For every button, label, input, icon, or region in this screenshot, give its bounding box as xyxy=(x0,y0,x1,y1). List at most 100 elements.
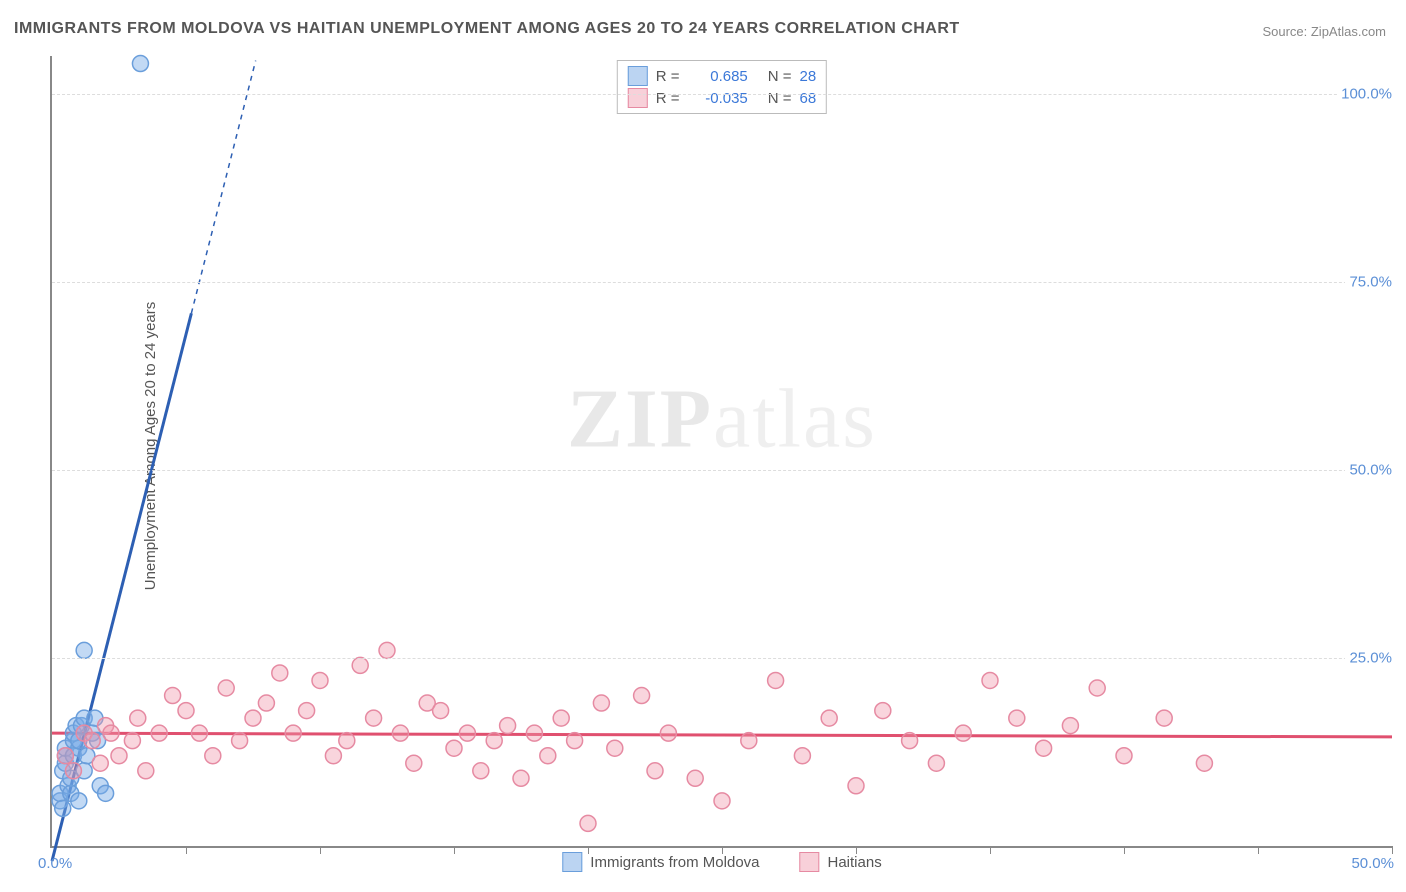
x-tick xyxy=(856,846,857,854)
data-point xyxy=(714,793,730,809)
data-point xyxy=(1196,755,1212,771)
chart-svg xyxy=(52,56,1392,846)
data-point xyxy=(634,688,650,704)
data-point xyxy=(433,703,449,719)
data-point xyxy=(473,763,489,779)
chart-title: IMMIGRANTS FROM MOLDOVA VS HAITIAN UNEMP… xyxy=(14,20,960,38)
data-point xyxy=(71,793,87,809)
correlation-legend: R = 0.685 N = 28 R = -0.035 N = 68 xyxy=(617,60,827,114)
grid-line xyxy=(52,658,1392,659)
data-point xyxy=(982,672,998,688)
data-point xyxy=(848,778,864,794)
data-point xyxy=(111,748,127,764)
data-point xyxy=(232,733,248,749)
data-point xyxy=(191,725,207,741)
data-point xyxy=(647,763,663,779)
n-value-haitians: 68 xyxy=(800,90,817,107)
data-point xyxy=(76,642,92,658)
r-value-haitians: -0.035 xyxy=(692,90,748,107)
data-point xyxy=(138,763,154,779)
data-point xyxy=(500,718,516,734)
source-attribution: Source: ZipAtlas.com xyxy=(1262,24,1386,39)
x-tick xyxy=(1392,846,1393,854)
data-point xyxy=(928,755,944,771)
data-point xyxy=(459,725,475,741)
data-point xyxy=(540,748,556,764)
data-point xyxy=(593,695,609,711)
data-point xyxy=(178,703,194,719)
legend-label-moldova: Immigrants from Moldova xyxy=(590,854,759,871)
grid-line xyxy=(52,470,1392,471)
data-point xyxy=(245,710,261,726)
data-point xyxy=(92,755,108,771)
legend-item-haitians: Haitians xyxy=(800,852,882,872)
swatch-pink-icon xyxy=(800,852,820,872)
y-tick-label: 50.0% xyxy=(1345,461,1396,478)
data-point xyxy=(65,763,81,779)
data-point xyxy=(103,725,119,741)
r-label: R = xyxy=(656,68,684,85)
data-point xyxy=(151,725,167,741)
data-point xyxy=(580,815,596,831)
data-point xyxy=(84,733,100,749)
x-tick xyxy=(722,846,723,854)
x-origin-label: 0.0% xyxy=(38,855,72,872)
data-point xyxy=(57,748,73,764)
data-point xyxy=(1089,680,1105,696)
trend-line-dashed xyxy=(191,61,255,314)
data-point xyxy=(312,672,328,688)
data-point xyxy=(567,733,583,749)
data-point xyxy=(553,710,569,726)
data-point xyxy=(132,56,148,72)
data-point xyxy=(130,710,146,726)
data-point xyxy=(902,733,918,749)
data-point xyxy=(1156,710,1172,726)
x-tick xyxy=(1258,846,1259,854)
data-point xyxy=(768,672,784,688)
data-point xyxy=(513,770,529,786)
data-point xyxy=(821,710,837,726)
data-point xyxy=(165,688,181,704)
data-point xyxy=(325,748,341,764)
swatch-blue-icon xyxy=(628,66,648,86)
swatch-blue-icon xyxy=(562,852,582,872)
r-label: R = xyxy=(656,90,684,107)
data-point xyxy=(392,725,408,741)
r-value-moldova: 0.685 xyxy=(692,68,748,85)
data-point xyxy=(406,755,422,771)
series-legend: Immigrants from Moldova Haitians xyxy=(562,852,881,872)
data-point xyxy=(607,740,623,756)
legend-label-haitians: Haitians xyxy=(828,854,882,871)
data-point xyxy=(379,642,395,658)
data-point xyxy=(794,748,810,764)
y-tick-label: 100.0% xyxy=(1337,85,1396,102)
data-point xyxy=(1062,718,1078,734)
data-point xyxy=(687,770,703,786)
x-tick xyxy=(320,846,321,854)
data-point xyxy=(526,725,542,741)
y-tick-label: 75.0% xyxy=(1345,273,1396,290)
data-point xyxy=(272,665,288,681)
legend-item-moldova: Immigrants from Moldova xyxy=(562,852,759,872)
data-point xyxy=(124,733,140,749)
data-point xyxy=(366,710,382,726)
legend-row-haitians: R = -0.035 N = 68 xyxy=(628,87,816,109)
data-point xyxy=(446,740,462,756)
data-point xyxy=(741,733,757,749)
data-point xyxy=(55,800,71,816)
data-point xyxy=(875,703,891,719)
x-tick xyxy=(990,846,991,854)
x-max-label: 50.0% xyxy=(1351,855,1394,872)
data-point xyxy=(299,703,315,719)
data-point xyxy=(98,785,114,801)
legend-row-moldova: R = 0.685 N = 28 xyxy=(628,65,816,87)
grid-line xyxy=(52,94,1392,95)
data-point xyxy=(339,733,355,749)
data-point xyxy=(1116,748,1132,764)
data-point xyxy=(258,695,274,711)
plot-area: ZIPatlas R = 0.685 N = 28 R = -0.035 N =… xyxy=(50,56,1392,848)
data-point xyxy=(205,748,221,764)
trend-line xyxy=(52,733,1392,737)
x-tick xyxy=(588,846,589,854)
n-label: N = xyxy=(768,68,792,85)
